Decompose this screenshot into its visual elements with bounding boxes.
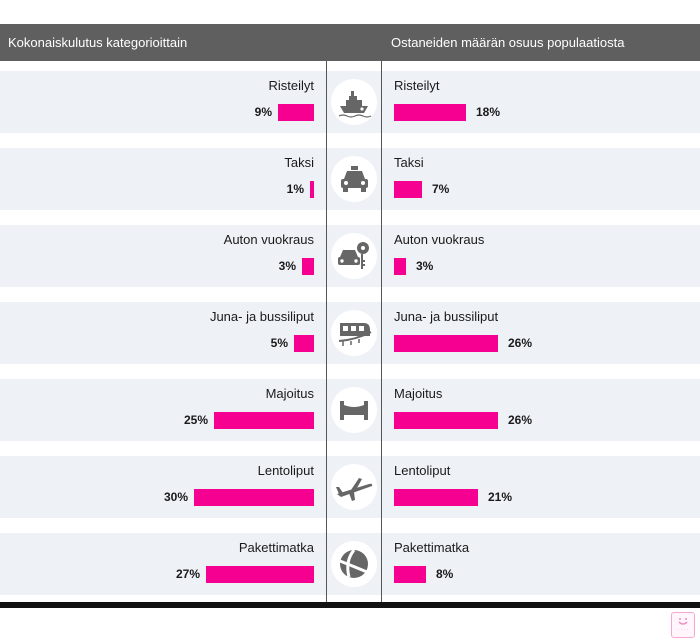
right-bar	[394, 104, 466, 121]
divider-left	[326, 61, 327, 604]
left-value-label: 3%	[278, 259, 296, 273]
right-category-label: Juna- ja bussiliput	[394, 309, 499, 324]
left-bar	[214, 412, 314, 429]
left-category-label: Majoitus	[265, 386, 314, 401]
left-bar	[278, 104, 314, 121]
right-category-label: Pakettimatka	[394, 540, 470, 555]
right-value-label: 8%	[436, 567, 454, 581]
brand-logo: · · · ·	[671, 612, 695, 638]
left-category-label: Taksi	[284, 155, 314, 170]
left-value-label: 9%	[254, 105, 272, 119]
left-bar	[206, 566, 314, 583]
left-value-label: 5%	[270, 336, 288, 350]
left-category-label: Juna- ja bussiliput	[209, 309, 314, 324]
right-value-label: 26%	[508, 336, 533, 350]
right-value-label: 18%	[476, 105, 501, 119]
train-icon	[331, 310, 377, 356]
beach-ball-icon	[331, 541, 377, 587]
bed-icon	[331, 387, 377, 433]
right-category-label: Majoitus	[394, 386, 443, 401]
left-category-label: Risteilyt	[268, 78, 314, 93]
right-value-label: 7%	[432, 182, 450, 196]
right-column-title: Ostaneiden määrän osuus populaatiosta	[391, 35, 625, 50]
left-bar	[302, 258, 314, 275]
right-category-label: Taksi	[394, 155, 424, 170]
right-value-label: 26%	[508, 413, 533, 427]
left-bar	[194, 489, 314, 506]
taxi-icon	[331, 156, 377, 202]
left-value-label: 27%	[175, 567, 200, 581]
divider-right	[381, 61, 382, 604]
left-value-label: 1%	[286, 182, 304, 196]
left-column-title: Kokonaiskulutus kategorioittain	[8, 35, 188, 50]
right-category-label: Lentoliput	[394, 463, 451, 478]
right-category-label: Risteilyt	[394, 78, 440, 93]
right-bar	[394, 258, 406, 275]
left-category-label: Auton vuokraus	[223, 232, 314, 247]
header-bar: Kokonaiskulutus kategorioittain Ostaneid…	[0, 24, 700, 61]
left-value-label: 30%	[163, 490, 188, 504]
left-bar	[294, 335, 314, 352]
left-bar	[310, 181, 314, 198]
airplane-icon	[331, 464, 377, 510]
right-bar	[394, 566, 426, 583]
right-bar	[394, 335, 498, 352]
right-bar	[394, 489, 478, 506]
left-value-label: 25%	[183, 413, 208, 427]
car-rental-icon	[331, 233, 377, 279]
left-category-label: Lentoliput	[257, 463, 314, 478]
right-value-label: 3%	[416, 259, 434, 273]
right-bar	[394, 412, 498, 429]
right-bar	[394, 181, 422, 198]
ship-icon	[331, 79, 377, 125]
bottom-bar	[0, 602, 700, 608]
right-value-label: 21%	[488, 490, 513, 504]
right-category-label: Auton vuokraus	[394, 232, 485, 247]
left-category-label: Pakettimatka	[238, 540, 314, 555]
